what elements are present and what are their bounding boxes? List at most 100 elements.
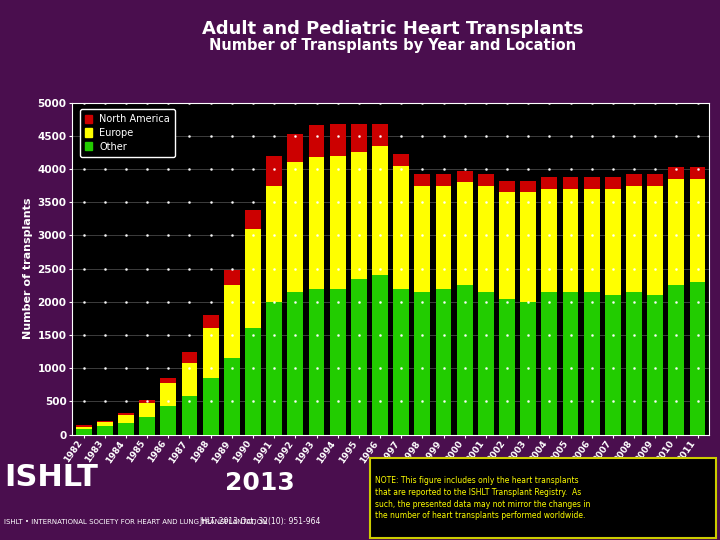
Bar [647,295,663,435]
Bar [309,157,325,288]
Bar [181,352,197,363]
Text: NOTE: This figure includes only the heart transplants
that are reported to the I: NOTE: This figure includes only the hear… [375,476,590,521]
Bar [203,315,219,328]
Text: Adult and Pediatric Heart Transplants: Adult and Pediatric Heart Transplants [202,20,583,38]
Bar [668,167,684,179]
Bar [97,426,113,435]
Legend: North America, Europe, Other: North America, Europe, Other [80,109,175,157]
Bar [584,292,600,435]
Bar [351,152,366,279]
Bar [287,134,303,163]
Text: ISHLT: ISHLT [4,463,98,492]
Bar [541,177,557,189]
Bar [415,186,431,292]
Bar [541,292,557,435]
Bar [224,359,240,435]
Bar [668,285,684,435]
Bar [393,288,409,435]
Bar [161,377,176,383]
Bar [161,383,176,406]
Bar [76,429,91,435]
Bar [393,166,409,288]
Bar [309,288,325,435]
Bar [521,302,536,435]
Bar [562,189,578,292]
Bar [605,189,621,295]
Bar [372,275,388,435]
Bar [139,403,155,417]
Bar [584,189,600,292]
Bar [456,285,472,435]
Bar [245,328,261,435]
Bar [76,427,91,429]
Bar [139,400,155,403]
Bar [626,186,642,292]
Bar [456,183,472,285]
Bar [309,125,325,157]
Bar [330,124,346,156]
Bar [436,288,451,435]
Bar [584,177,600,189]
Text: 2013: 2013 [225,471,295,495]
Bar [161,406,176,435]
Bar [203,328,219,378]
Bar [287,163,303,292]
Bar [245,210,261,229]
Bar [287,292,303,435]
Bar [76,426,91,427]
Bar [541,189,557,292]
Bar [690,282,706,435]
Bar [372,124,388,146]
Bar [224,270,240,285]
Bar [118,415,134,423]
Bar [393,154,409,166]
Bar [118,414,134,415]
Bar [478,292,494,435]
Bar [118,423,134,435]
Bar [266,302,282,435]
Bar [224,285,240,359]
Bar [372,146,388,275]
Bar [626,174,642,186]
Bar [415,292,431,435]
Bar [330,288,346,435]
Bar [668,179,684,285]
Text: ISHLT • INTERNATIONAL SOCIETY FOR HEART AND LUNG TRANSPLANTATION: ISHLT • INTERNATIONAL SOCIETY FOR HEART … [4,518,267,524]
Bar [562,292,578,435]
Bar [647,186,663,295]
Bar [266,156,282,186]
Bar [415,174,431,186]
Bar [97,421,113,422]
Bar [181,363,197,396]
Y-axis label: Number of transplants: Number of transplants [23,198,33,340]
Bar [521,181,536,192]
Bar [245,229,261,328]
Bar [330,156,346,288]
Bar [456,171,472,183]
Bar [478,186,494,292]
Bar [562,177,578,189]
FancyBboxPatch shape [370,458,716,538]
Bar [521,192,536,302]
Bar [139,417,155,435]
Bar [647,174,663,186]
Bar [97,422,113,426]
Bar [351,124,366,152]
Bar [605,295,621,435]
Bar [605,177,621,189]
Bar [690,179,706,282]
Bar [690,167,706,179]
Text: JHLT. 2013 Oct; 32(10): 951-964: JHLT. 2013 Oct; 32(10): 951-964 [199,517,320,526]
Bar [203,378,219,435]
Bar [499,181,515,192]
Bar [436,174,451,186]
Text: Number of Transplants by Year and Location: Number of Transplants by Year and Locati… [209,38,576,53]
Bar [478,174,494,186]
Bar [351,279,366,435]
Bar [266,186,282,302]
Bar [436,186,451,288]
Bar [626,292,642,435]
Bar [181,396,197,435]
Bar [499,192,515,299]
Bar [499,299,515,435]
